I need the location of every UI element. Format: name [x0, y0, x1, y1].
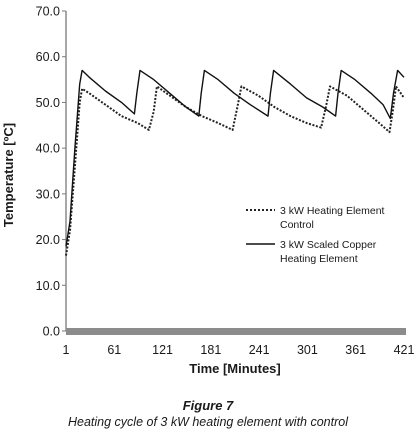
x-tick-label: 61 [107, 343, 121, 357]
x-axis-bar [66, 328, 406, 335]
x-tick-label: 121 [152, 343, 173, 357]
series-line-copper [65, 69, 405, 247]
x-axis: 1 61 121 181 241 301 361 421 [63, 328, 415, 357]
y-tick-label: 0.0 [43, 325, 60, 339]
legend: 3 kW Heating Element Control 3 kW Scaled… [246, 205, 385, 265]
x-tick-label: 361 [345, 343, 366, 357]
legend-label-copper-line2: Heating Element [280, 253, 358, 265]
legend-label-control-line1: 3 kW Heating Element [280, 205, 385, 217]
x-tick-label: 421 [394, 343, 415, 357]
x-tick-label: 1 [63, 343, 70, 357]
y-axis-title: Temperature [ºC] [1, 123, 16, 227]
y-tick-label: 10.0 [36, 279, 60, 293]
x-tick-label: 181 [200, 343, 221, 357]
figure-caption: Heating cycle of 3 kW heating element wi… [68, 415, 348, 429]
y-tick-label: 20.0 [36, 233, 60, 247]
y-tick-label: 40.0 [36, 142, 60, 156]
x-tick-label: 301 [297, 343, 318, 357]
legend-label-control-line2: Control [280, 219, 314, 231]
x-axis-title: Time [Minutes] [189, 361, 281, 376]
line-chart: 0.0 10.0 20.0 30.0 40.0 50.0 60.0 70.0 1 61 121 18… [1, 5, 415, 377]
y-tick-label: 30.0 [36, 187, 60, 201]
y-tick-label: 50.0 [36, 96, 60, 110]
y-tick-label: 60.0 [36, 50, 60, 64]
series-layer [65, 69, 405, 256]
series-line-control [65, 85, 405, 256]
legend-label-copper-line1: 3 kW Scaled Copper [280, 239, 377, 251]
y-tick-label: 70.0 [36, 5, 60, 19]
y-axis: 0.0 10.0 20.0 30.0 40.0 50.0 60.0 70.0 [36, 5, 67, 339]
figure-label: Figure 7 [182, 398, 234, 413]
x-tick-label: 241 [249, 343, 270, 357]
